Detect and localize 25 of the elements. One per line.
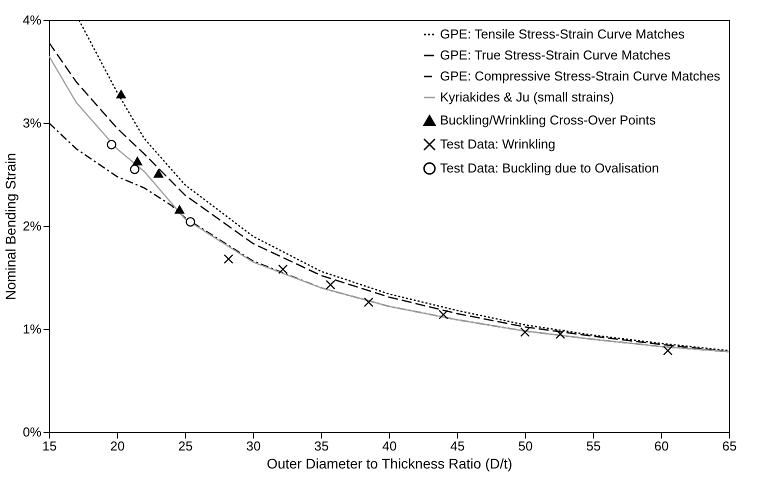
x-tick-label: 65 — [722, 438, 737, 454]
x-tick-label: 45 — [450, 438, 465, 454]
x-tick-label: 15 — [42, 438, 57, 454]
y-tick-label: 0% — [22, 424, 42, 440]
x-tick-label: 50 — [518, 438, 533, 454]
y-tick-label: 3% — [22, 116, 42, 130]
legend-label: GPE: True Stress-Strain Curve Matches — [440, 48, 671, 62]
y-axis-title: Nominal Bending Strain — [2, 152, 19, 300]
y-tick-label: 2% — [22, 218, 42, 234]
legend-label: Kyriakides & Ju (small strains) — [440, 90, 614, 104]
legend-label: Test Data: Wrinkling — [440, 136, 556, 152]
x-tick-label: 20 — [110, 438, 125, 454]
x-tick-label: 25 — [178, 438, 193, 454]
legend-label: GPE: Compressive Stress-Strain Curve Matches — [440, 68, 721, 84]
x-tick-label: 40 — [382, 438, 397, 454]
x-tick-label: 60 — [654, 438, 669, 454]
y-tick-label: 4% — [22, 12, 42, 28]
legend-label: GPE: Tensile Stress-Strain Curve Matches — [440, 26, 686, 42]
x-tick-label: 35 — [314, 438, 329, 454]
legend-label: Test Data: Buckling due to Ovalisation — [440, 160, 659, 176]
y-tick-label: 1% — [22, 322, 42, 336]
x-axis-title: Outer Diameter to Thickness Ratio (D/t) — [266, 456, 512, 472]
legend-label: Buckling/Wrinkling Cross-Over Points — [440, 112, 656, 128]
x-tick-label: 55 — [586, 438, 601, 454]
x-tick-label: 30 — [246, 438, 261, 454]
